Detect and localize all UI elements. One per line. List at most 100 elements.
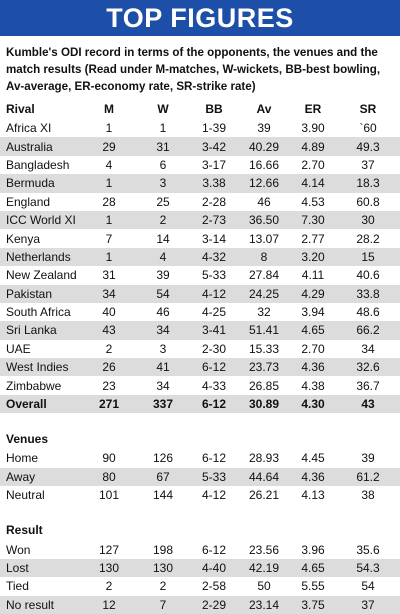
table-cell: 4 (105, 157, 113, 172)
table-cell: 2 (105, 579, 113, 594)
table-cell: 127 (98, 542, 120, 557)
table-cell: 36.50 (248, 213, 280, 228)
table-cell: 25 (156, 194, 170, 209)
table-cell: 40.29 (248, 139, 280, 154)
table-cell: 8 (260, 249, 268, 264)
table-cell: 27.84 (248, 268, 280, 283)
table-cell: 3.20 (301, 249, 325, 264)
table-cell: 4.11 (301, 268, 325, 283)
table-cell: 66.2 (356, 323, 380, 338)
table-cell: 54 (361, 579, 375, 594)
table-cell: Kenya (6, 231, 41, 246)
table-cell: 13.07 (248, 231, 280, 246)
table-cell: 4.29 (301, 286, 325, 301)
table-cell: 4.36 (301, 469, 325, 484)
table-cell: 28.2 (356, 231, 380, 246)
table-cell: 4.38 (301, 378, 325, 393)
column-header-rival: Rival (6, 102, 35, 116)
table-cell: Zimbabwe (6, 378, 62, 393)
table-cell: 101 (98, 488, 120, 503)
table-cell: 3-17 (201, 157, 227, 172)
table-cell: 4-12 (201, 488, 227, 503)
table-row: South Africa 40 46 4-25 32 3.94 48.6 (0, 303, 400, 321)
table-cell: 5-33 (201, 268, 227, 283)
table-cell: 14 (156, 231, 170, 246)
table-cell: Lost (6, 561, 29, 575)
table-cell: 44.64 (248, 469, 280, 484)
table-cell: 4-25 (201, 305, 227, 320)
table-cell: West Indies (6, 360, 69, 375)
table-cell: 12 (102, 597, 116, 612)
table-cell: 1 (105, 176, 113, 191)
table-cell: 3-14 (201, 231, 227, 246)
table-cell: No result (6, 597, 55, 612)
table-cell: 31 (156, 139, 170, 154)
table-cell: 130 (152, 561, 174, 575)
venues-heading: Venues (6, 432, 49, 447)
table-cell: 39 (156, 268, 170, 283)
table-cell: 3 (159, 341, 167, 356)
table-cell: 4-33 (201, 378, 227, 393)
table-cell: 1 (105, 121, 113, 136)
table-cell: 80 (102, 469, 116, 484)
table-cell: England (6, 194, 51, 209)
table-cell: 37 (361, 597, 375, 612)
table-cell: 54 (156, 286, 170, 301)
table-row: Africa XI 1 1 1-39 39 3.90 `60 (0, 119, 400, 137)
table-cell: 50 (257, 579, 271, 594)
table-cell: UAE (6, 341, 31, 356)
table-cell: 337 (152, 397, 174, 412)
table-cell: Away (6, 469, 36, 484)
table-cell: 3.96 (301, 542, 325, 557)
table-cell: 34 (156, 378, 170, 393)
table-cell: 7 (105, 231, 113, 246)
table-cell: 5-33 (201, 469, 227, 484)
table-cell: 61.2 (356, 469, 380, 484)
table-row: Zimbabwe 23 34 4-33 26.85 4.38 36.7 (0, 376, 400, 394)
table-cell: 4.30 (301, 397, 325, 412)
table-cell: 30 (361, 213, 375, 228)
table-cell: 15 (361, 249, 375, 264)
table-cell: 26.21 (248, 488, 280, 503)
table-cell: New Zealand (6, 268, 77, 283)
table-cell: 26.85 (248, 378, 280, 393)
table-cell: 6-12 (201, 360, 227, 375)
table-cell: 2 (159, 579, 167, 594)
table-cell: 6-12 (201, 451, 227, 466)
table-cell: 4-40 (201, 561, 227, 575)
table-cell: 5.55 (301, 579, 325, 594)
table-cell: 6-12 (201, 397, 227, 412)
table-cell: 15.33 (248, 341, 280, 356)
table-cell: 2.77 (301, 231, 325, 246)
table-cell: 39 (257, 121, 271, 136)
table-cell: 30.89 (248, 397, 280, 412)
table-cell: ICC World XI (6, 213, 76, 228)
table-cell: 23.14 (248, 597, 280, 612)
table-cell: 40 (102, 305, 116, 320)
table-cell: 60.8 (356, 194, 380, 209)
table-cell: 2-30 (201, 341, 227, 356)
table-row: West Indies 26 41 6-12 23.73 4.36 32.6 (0, 358, 400, 377)
table-cell: 41 (156, 360, 170, 375)
table-cell: 7 (159, 597, 167, 612)
table-cell: 12.66 (248, 176, 280, 191)
table-cell: 43 (361, 397, 375, 412)
table-cell: 3.75 (301, 597, 325, 612)
table-cell: 4.45 (301, 451, 325, 466)
table-cell: 2 (105, 341, 113, 356)
table-cell: 46 (257, 194, 271, 209)
table-row: No result 12 7 2-29 23.14 3.75 37 (0, 595, 400, 614)
table-row: Won 127 198 6-12 23.56 3.96 35.6 (0, 540, 400, 558)
table-cell: 23.56 (248, 542, 280, 557)
table-cell: 34 (156, 323, 170, 338)
title-banner: TOP FIGURES (0, 0, 400, 36)
table-cell: 34 (361, 341, 375, 356)
table-cell: 28 (102, 194, 116, 209)
table-cell: 43 (102, 323, 116, 338)
rivals-table: Africa XI 1 1 1-39 39 3.90 `60 Australia 29 31 3-4… (0, 119, 400, 414)
column-header-w: W (157, 102, 169, 116)
table-cell: Pakistan (6, 286, 53, 301)
table-cell: 31 (102, 268, 116, 283)
table-cell: 67 (156, 469, 170, 484)
table-cell: Netherlands (6, 249, 71, 264)
